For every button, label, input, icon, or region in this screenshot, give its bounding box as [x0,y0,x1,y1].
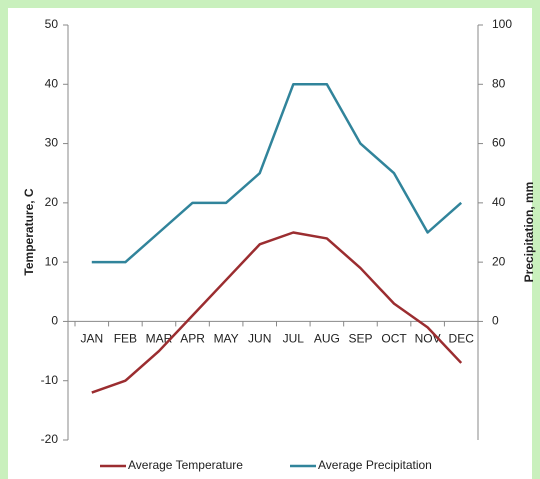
x-tick-label: OCT [381,332,407,346]
y2-tick-label: 40 [492,195,506,209]
y2-tick-label: 0 [492,314,499,328]
y-tick-label: 20 [45,195,59,209]
y2-tick-label: 60 [492,136,506,150]
y2-tick-label: 20 [492,254,506,268]
y2-tick-label: 100 [492,17,512,31]
x-tick-label: APR [180,332,205,346]
y-tick-label: 40 [45,76,59,90]
legend-label: Average Precipitation [318,458,432,472]
y2-tick-label: 80 [492,76,506,90]
y-tick-label: -10 [41,373,59,387]
chart-background [8,8,532,479]
y-tick-label: 0 [51,314,58,328]
x-tick-label: AUG [314,332,340,346]
x-tick-label: FEB [114,332,137,346]
legend-label: Average Temperature [128,458,243,472]
y2-axis-title: Precipitation, mm [522,182,536,283]
y-tick-label: 50 [45,17,59,31]
x-tick-label: DEC [449,332,475,346]
x-tick-label: SEP [348,332,372,346]
x-tick-label: JUN [248,332,271,346]
y-tick-label: 30 [45,136,59,150]
x-tick-label: JAN [80,332,103,346]
y-tick-label: 10 [45,254,59,268]
y-tick-label: -20 [41,432,59,446]
data-line [91,83,463,264]
y-axis-title: Temperature, C [22,188,36,275]
x-tick-label: MAR [146,332,173,346]
x-tick-label: JUL [283,332,305,346]
data-line [91,231,463,394]
x-tick-label: MAY [214,332,239,346]
